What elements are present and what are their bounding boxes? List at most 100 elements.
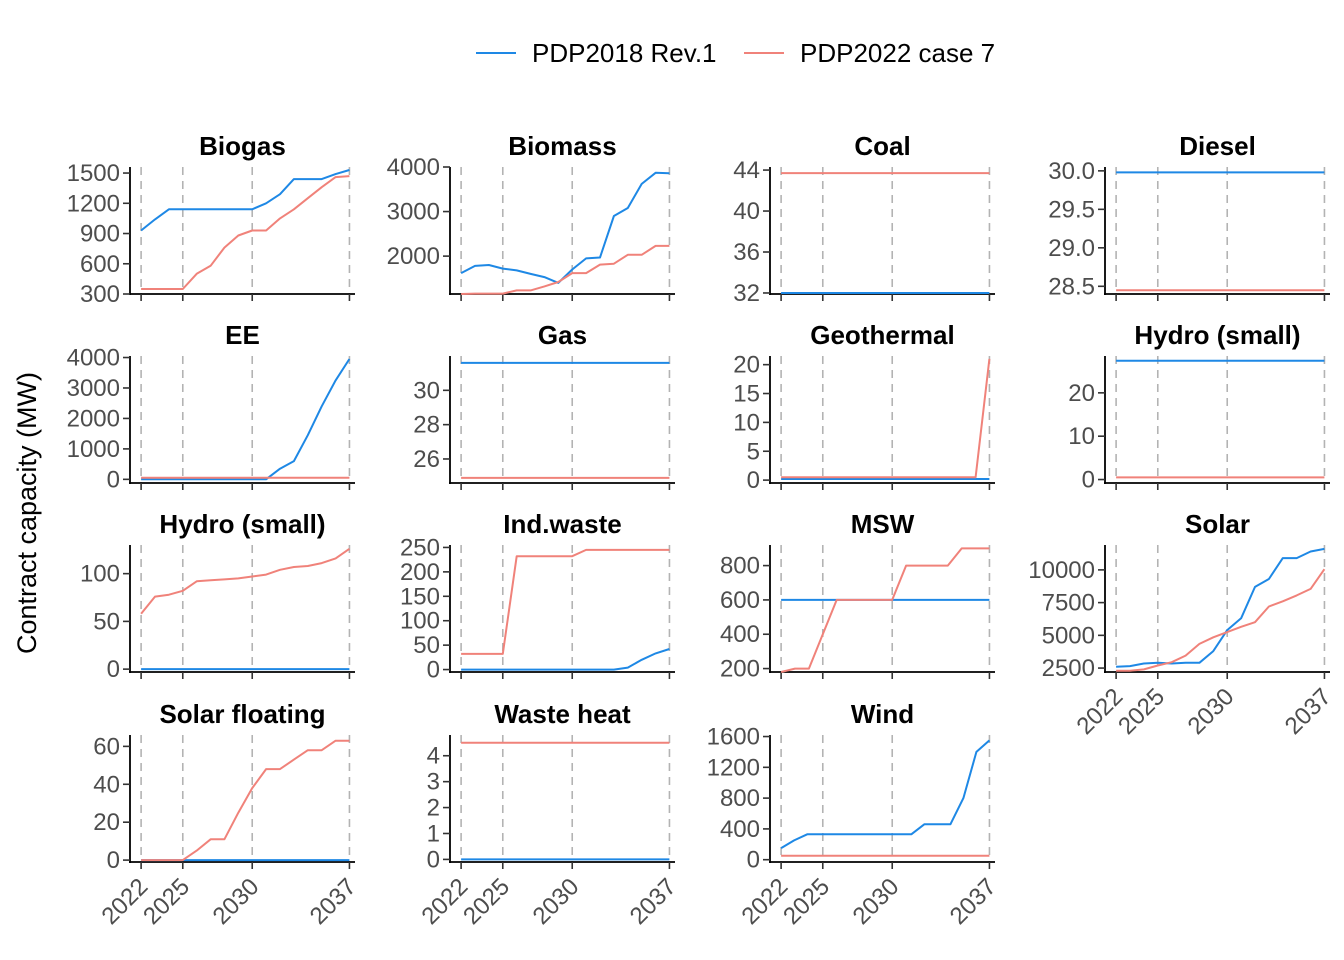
x-tick-label: 2025 (138, 873, 195, 930)
panel-title: Hydro (small) (159, 509, 325, 539)
series-line-pdp2018 (141, 358, 351, 481)
series-line-pdp2022 (781, 358, 991, 479)
x-tick-label: 2030 (528, 873, 585, 930)
y-tick-label: 1000 (67, 436, 120, 463)
panel-title: Hydro (small) (1134, 320, 1300, 350)
y-tick-label: 5000 (1042, 622, 1095, 649)
y-tick-label: 0 (1082, 467, 1095, 494)
panel-biomass-1: Biomass 2000 3000 4000 (387, 131, 675, 301)
y-tick-label: 150 (400, 583, 440, 610)
panel-coal-2: Coal 32 36 40 44 (733, 131, 995, 307)
y-tick-label: 3000 (67, 375, 120, 402)
y-tick-label: 4000 (67, 345, 120, 372)
y-tick-label: 3 (427, 769, 440, 796)
x-tick-label: 2022 (737, 873, 794, 930)
y-tick-label: 1 (427, 820, 440, 847)
x-tick-label: 2030 (848, 873, 905, 930)
series-line-pdp2018 (461, 648, 670, 671)
y-tick-label: 7500 (1042, 590, 1095, 617)
x-tick-label: 2037 (1280, 683, 1337, 740)
series-line-pdp2022 (1116, 568, 1326, 672)
y-tick-label: 30.0 (1048, 158, 1095, 185)
y-tick-label: 4000 (387, 154, 440, 181)
y-tick-label: 29.5 (1048, 196, 1095, 223)
series-line-pdp2022 (780, 547, 990, 673)
panel-title: MSW (851, 509, 915, 539)
y-tick-label: 100 (400, 608, 440, 635)
panel-title: Biomass (508, 131, 616, 161)
panel-title: Waste heat (494, 699, 631, 729)
series-line-pdp2018 (460, 171, 670, 284)
legend-item-pdp2022-case-7: PDP2022 case 7 (744, 38, 995, 68)
y-tick-label: 30 (413, 377, 440, 404)
legend-label: PDP2022 case 7 (800, 38, 995, 68)
y-tick-label: 900 (80, 221, 120, 248)
y-tick-label: 0 (107, 466, 120, 493)
y-tick-label: 10 (733, 409, 760, 436)
y-tick-label: 10000 (1028, 557, 1095, 584)
y-tick-label: 1200 (67, 190, 120, 217)
series-line-pdp2018 (780, 739, 991, 849)
panel-title: Coal (854, 131, 910, 161)
y-tick-label: 2 (427, 795, 440, 822)
x-tick-label: 2037 (625, 873, 682, 930)
y-tick-label: 40 (733, 198, 760, 225)
panel-title: Ind.waste (503, 509, 621, 539)
y-tick-label: 2000 (387, 243, 440, 270)
y-tick-label: 20 (733, 352, 760, 379)
series-line-pdp2018 (140, 169, 350, 232)
y-tick-label: 40 (93, 771, 120, 798)
panel-title: Geothermal (810, 320, 955, 350)
y-tick-label: 600 (720, 587, 760, 614)
y-tick-label: 400 (720, 816, 760, 843)
panels: Biogas30060090012001500Biomass2000300040… (67, 131, 1337, 930)
y-tick-label: 1200 (707, 754, 760, 781)
panel-diesel-3: Diesel 28.5 29.0 29.5 30.0 (1048, 131, 1330, 301)
x-tick-label: 2030 (1183, 683, 1240, 740)
panel-title: Biogas (199, 131, 286, 161)
panel-title: Solar floating (159, 699, 325, 729)
panel-hydro-small-7: Hydro (small) 0 10 20 (1068, 320, 1330, 494)
y-tick-label: 600 (80, 251, 120, 278)
panel-hydro-small-8: Hydro (small) 0 50 100 (80, 509, 355, 683)
y-tick-label: 200 (400, 559, 440, 586)
legend: PDP2018 Rev.1 PDP2022 case 7 (476, 38, 995, 68)
y-tick-label: 28 (413, 412, 440, 439)
series-line-pdp2022 (140, 547, 350, 615)
panel-title: Gas (538, 320, 587, 350)
panel-ee-4: EE 0 1000 2000 3000 4000 (67, 320, 355, 493)
y-tick-label: 32 (733, 280, 760, 307)
y-tick-label: 10 (1068, 423, 1095, 450)
y-tick-label: 20 (1068, 380, 1095, 407)
y-tick-label: 5 (747, 438, 760, 465)
y-tick-label: 100 (80, 561, 120, 588)
y-tick-label: 250 (400, 534, 440, 561)
y-tick-label: 50 (413, 632, 440, 659)
series-line-pdp2018 (1116, 547, 1325, 668)
y-tick-label: 4 (427, 743, 440, 770)
y-tick-label: 800 (720, 785, 760, 812)
y-tick-label: 50 (93, 608, 120, 635)
x-tick-label: 2037 (305, 873, 362, 930)
y-tick-label: 200 (720, 656, 760, 683)
y-tick-label: 400 (720, 621, 760, 648)
y-tick-label: 36 (733, 239, 760, 266)
y-tick-label: 2500 (1042, 655, 1095, 682)
panel-msw-10: MSW 200 400 600 800 (720, 509, 995, 683)
panel-title: EE (225, 320, 260, 350)
y-tick-label: 2000 (67, 405, 120, 432)
x-tick-label: 2022 (97, 873, 154, 930)
legend-item-pdp2018-rev-1: PDP2018 Rev.1 (476, 38, 717, 68)
x-tick-label: 2025 (1113, 683, 1170, 740)
y-tick-label: 300 (80, 281, 120, 308)
legend-label: PDP2018 Rev.1 (532, 38, 717, 68)
y-tick-label: 26 (413, 446, 440, 473)
x-tick-label: 2025 (778, 873, 835, 930)
y-tick-label: 60 (93, 733, 120, 760)
